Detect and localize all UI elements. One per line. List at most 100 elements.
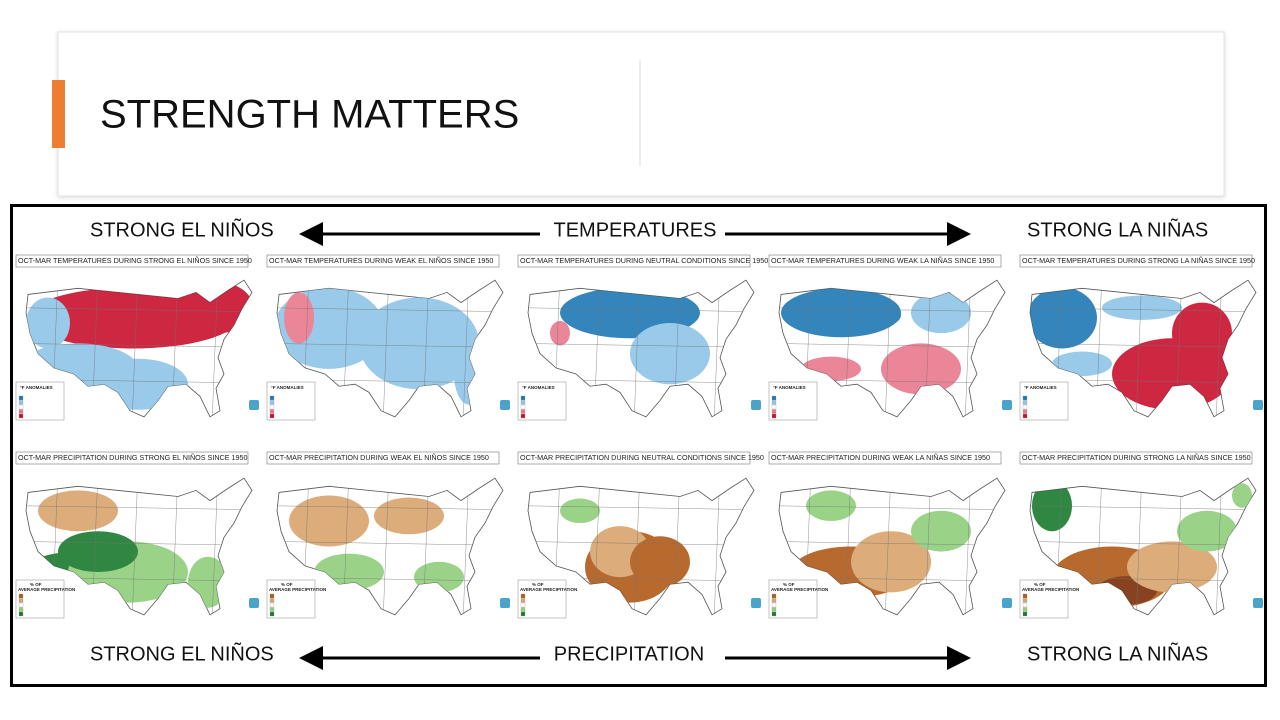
map-shading xyxy=(779,280,1005,417)
legend-swatch xyxy=(269,598,275,603)
state-border xyxy=(528,307,754,312)
map-shading xyxy=(1030,280,1256,417)
map-title: OCT-MAR PRECIPITATION DURING WEAK EL NIÑ… xyxy=(269,453,489,462)
us-map xyxy=(527,279,755,418)
legend-box xyxy=(517,381,567,421)
legend-swatch xyxy=(269,409,275,414)
slide-title: STRENGTH MATTERS xyxy=(100,93,519,137)
map-panel: OCT-MAR TEMPERATURES DURING STRONG LA NI… xyxy=(1019,254,1263,421)
map-title: OCT-MAR PRECIPITATION DURING STRONG LA N… xyxy=(1022,453,1251,462)
logo xyxy=(249,400,259,410)
us-map xyxy=(778,279,1006,418)
shaded-area xyxy=(560,498,600,524)
legend-swatch xyxy=(269,602,275,608)
legend-swatch xyxy=(18,409,24,414)
legend-box xyxy=(1019,579,1069,619)
map-title: OCT-MAR PRECIPITATION DURING NEUTRAL CON… xyxy=(520,453,764,462)
map-title-box xyxy=(15,254,249,268)
legend-swatch xyxy=(771,607,777,612)
map-title: OCT-MAR PRECIPITATION DURING STRONG EL N… xyxy=(18,453,248,462)
us-map xyxy=(527,477,755,616)
legend-swatch xyxy=(771,602,777,608)
state-border xyxy=(26,541,252,546)
legend-title: °F ANOMALIES xyxy=(1024,385,1057,390)
legend-swatch xyxy=(771,413,777,419)
logo xyxy=(751,598,761,608)
shaded-area xyxy=(881,343,961,395)
legend-swatch xyxy=(269,611,275,617)
state-border xyxy=(131,280,139,417)
legend-box xyxy=(15,579,65,619)
logo xyxy=(500,598,510,608)
map-title: OCT-MAR TEMPERATURES DURING WEAK EL NIÑO… xyxy=(269,256,493,265)
state-border xyxy=(779,541,1005,546)
logo xyxy=(1253,400,1263,410)
shaded-area xyxy=(630,536,690,588)
legend-swatch xyxy=(269,593,275,599)
shaded-area xyxy=(359,297,479,390)
state-border xyxy=(277,541,503,546)
legend-title: % OF xyxy=(1034,582,1046,587)
legend-swatch xyxy=(771,395,777,401)
legend-title: % OF xyxy=(783,582,795,587)
legend-swatch xyxy=(1022,404,1028,410)
legend-swatch xyxy=(520,593,526,599)
legend-swatch xyxy=(18,404,24,410)
header-card xyxy=(57,31,1225,197)
state-border xyxy=(1030,307,1256,312)
map-panel: OCT-MAR PRECIPITATION DURING WEAK EL NIÑ… xyxy=(266,451,510,619)
legend-box xyxy=(768,579,818,619)
figure-frame xyxy=(10,204,1267,687)
map-title: OCT-MAR PRECIPITATION DURING WEAK LA NIÑ… xyxy=(771,453,990,462)
row-label: TEMPERATURES xyxy=(554,219,717,241)
legend-swatch xyxy=(1022,602,1028,608)
state-border xyxy=(131,478,139,615)
state-border xyxy=(528,505,754,510)
legend-swatch xyxy=(520,400,526,405)
shaded-area xyxy=(806,490,856,521)
map-shading xyxy=(277,280,503,417)
legend-box xyxy=(15,381,65,421)
shaded-area xyxy=(1032,480,1072,532)
legend-title: °F ANOMALIES xyxy=(773,385,806,390)
legend-box xyxy=(266,579,316,619)
us-map xyxy=(25,279,253,418)
legend-title: AVERAGE PRECIPITATION xyxy=(269,587,326,592)
legend-swatch xyxy=(771,611,777,617)
shaded-area xyxy=(851,531,931,593)
row-label: STRONG LA NIÑAS xyxy=(1027,217,1208,241)
map-title-box xyxy=(266,451,500,465)
accent-bar xyxy=(52,80,65,148)
shaded-area xyxy=(1127,541,1217,593)
legend-swatch xyxy=(1022,413,1028,419)
map-shading xyxy=(277,478,503,615)
shaded-area xyxy=(26,297,70,349)
legend-title: °F ANOMALIES xyxy=(271,385,304,390)
map-title-box xyxy=(1019,254,1253,268)
logo xyxy=(1253,598,1263,608)
legend-swatch xyxy=(520,404,526,410)
legend-swatch xyxy=(18,395,24,401)
logo xyxy=(1002,400,1012,410)
map-title-box xyxy=(517,451,751,465)
state-border xyxy=(277,307,503,312)
map-title: OCT-MAR TEMPERATURES DURING STRONG EL NI… xyxy=(18,256,252,265)
map-title: OCT-MAR TEMPERATURES DURING STRONG LA NI… xyxy=(1022,256,1255,265)
legend-title: AVERAGE PRECIPITATION xyxy=(771,587,828,592)
shaded-area xyxy=(38,490,118,532)
state-border xyxy=(528,541,754,546)
shaded-area xyxy=(1052,351,1112,377)
us-map xyxy=(276,477,504,616)
state-border xyxy=(277,343,503,348)
row-label: STRONG EL NIÑOS xyxy=(90,641,274,665)
legend-swatch xyxy=(771,593,777,599)
legend-swatch xyxy=(771,409,777,414)
map-panel: OCT-MAR TEMPERATURES DURING STRONG EL NI… xyxy=(15,254,259,421)
legend-swatch xyxy=(18,598,24,603)
state-border xyxy=(26,307,252,312)
legend-title: AVERAGE PRECIPITATION xyxy=(18,587,75,592)
map-title-box xyxy=(266,254,500,268)
shaded-area xyxy=(575,302,645,334)
map-title-box xyxy=(768,254,1002,268)
